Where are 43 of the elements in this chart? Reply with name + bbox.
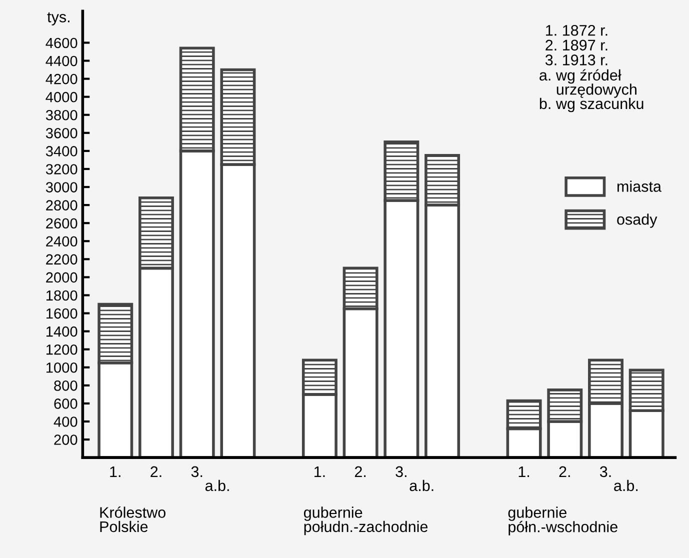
text: a.b. xyxy=(614,480,638,492)
x-tick-label: 3. xyxy=(396,466,406,478)
text: a.b. xyxy=(205,480,229,492)
x-tick-label: 3. xyxy=(191,466,202,478)
y-tick-label: 3400 xyxy=(46,146,78,156)
y-tick-label: 3600 xyxy=(46,128,78,138)
y-tick-label: 800 xyxy=(54,380,78,391)
x-tick-label: 2. xyxy=(559,466,570,477)
y-tick-label: 2600 xyxy=(46,218,78,229)
y-tick-label: 2200 xyxy=(46,254,78,265)
y-axis-title: tys. xyxy=(47,12,70,26)
y-tick-label: 4200 xyxy=(46,74,78,84)
y-tick-label: 400 xyxy=(54,416,78,427)
legend-label: osady xyxy=(617,214,658,228)
y-tick-label: 3200 xyxy=(46,164,78,174)
text: Królestwo Polskie xyxy=(100,506,166,532)
text: gubernie półn.-wschodnie xyxy=(508,506,618,536)
x-tick-label: 1. xyxy=(518,466,529,477)
x-tick-label: 1. xyxy=(314,466,325,477)
text: gubernie połudn.-zachodnie xyxy=(304,506,428,536)
x-tick-label: 2. xyxy=(354,466,366,477)
annotation: a. wg źródeł urzędowych b. wg szacunku xyxy=(540,69,644,112)
y-tick-label: 2000 xyxy=(46,272,78,283)
annotation: 1. 1872 r. 2. 1897 r. 3. 1913 r. xyxy=(545,24,608,66)
y-tick-label: 1800 xyxy=(46,290,78,301)
y-tick-label: 200 xyxy=(54,434,78,445)
y-tick-label: 1000 xyxy=(46,362,78,373)
y-tick-label: 2800 xyxy=(46,200,78,210)
y-tick-label: 1600 xyxy=(46,308,78,319)
y-tick-label: 600 xyxy=(54,398,78,409)
x-tick-label: 1. xyxy=(110,466,120,477)
y-tick-label: 4400 xyxy=(46,56,78,66)
y-tick-label: 3000 xyxy=(46,182,78,192)
y-tick-label: 4000 xyxy=(46,92,78,102)
y-tick-label: 1400 xyxy=(46,326,78,337)
y-tick-label: 3800 xyxy=(46,110,78,120)
legend-label: miasta xyxy=(617,180,662,192)
y-tick-label: 2400 xyxy=(46,236,78,247)
x-tick-label: 2. xyxy=(150,466,162,477)
text: a.b. xyxy=(410,480,434,492)
y-tick-label: 1200 xyxy=(46,344,78,355)
y-tick-label: 4600 xyxy=(46,38,78,48)
x-tick-label: 3. xyxy=(600,466,611,478)
